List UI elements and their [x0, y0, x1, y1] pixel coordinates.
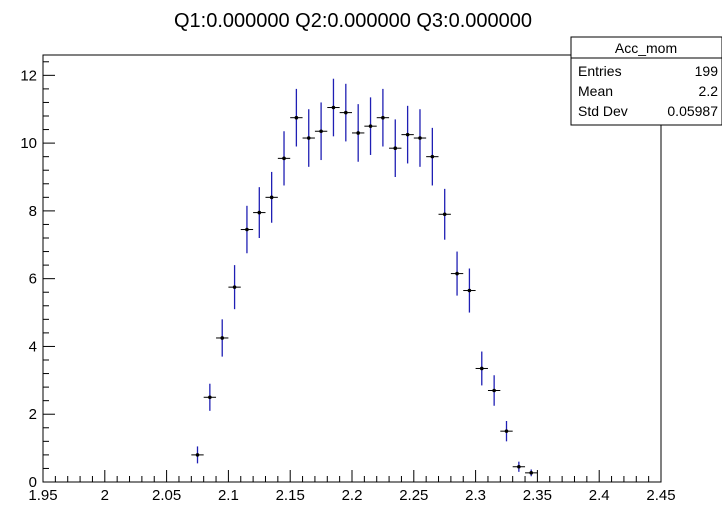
data-point	[302, 109, 315, 167]
point-marker	[344, 110, 348, 115]
data-point	[339, 83, 352, 142]
point-marker	[306, 136, 311, 140]
point-marker	[381, 115, 385, 120]
data-point	[389, 119, 402, 177]
data-point	[314, 102, 328, 161]
point-marker	[245, 227, 249, 232]
data-point	[364, 97, 377, 155]
point-marker	[430, 154, 435, 159]
point-marker	[467, 288, 472, 293]
data-point	[475, 351, 488, 386]
data-point	[277, 131, 291, 186]
point-marker	[442, 212, 447, 217]
data-point	[228, 265, 241, 310]
data-point	[438, 188, 451, 240]
point-marker	[208, 395, 212, 400]
data-point	[512, 461, 526, 472]
stats-box: Acc_mom Entries 199 Mean 2.2 Std Dev 0.0…	[570, 36, 722, 126]
x-tick-label: 2.15	[276, 487, 305, 504]
stats-label-std-dev: Std Dev	[578, 103, 628, 119]
x-tick-label: 2	[101, 487, 109, 504]
point-marker	[418, 136, 422, 140]
data-points	[191, 78, 538, 477]
point-marker	[517, 464, 521, 469]
stats-box-frame	[570, 36, 722, 126]
stats-value-mean: 2.2	[699, 83, 719, 99]
data-point	[240, 205, 254, 254]
y-tick-label: 10	[20, 135, 37, 152]
point-marker	[504, 429, 509, 433]
data-point	[216, 319, 229, 357]
data-point	[525, 469, 538, 477]
point-marker	[195, 453, 200, 457]
y-tick-label: 0	[29, 474, 37, 491]
data-point	[327, 78, 340, 137]
data-point	[203, 383, 217, 411]
point-marker	[232, 285, 237, 289]
point-marker	[220, 336, 225, 340]
x-tick-label: 2.3	[465, 487, 486, 504]
data-point	[487, 375, 501, 406]
point-marker	[405, 132, 410, 137]
data-point	[191, 446, 204, 464]
data-point	[376, 88, 390, 147]
data-point	[352, 104, 365, 162]
x-tick-label: 2.25	[399, 487, 428, 504]
data-point	[463, 268, 476, 313]
x-tick-label: 2.05	[152, 487, 181, 504]
data-point	[401, 105, 414, 164]
plot-frame	[42, 54, 662, 483]
point-marker	[331, 105, 336, 110]
x-tick-label: 1.95	[28, 487, 57, 504]
data-point	[450, 251, 464, 296]
stats-value-std-dev: 0.05987	[667, 103, 718, 119]
data-point	[253, 187, 266, 238]
data-point	[265, 171, 278, 223]
y-tick-label: 4	[29, 338, 37, 355]
x-tick-label: 2.45	[646, 487, 675, 504]
x-tick-label: 2.35	[523, 487, 552, 504]
y-tick-label: 6	[29, 271, 37, 288]
point-marker	[269, 195, 274, 200]
point-marker	[393, 146, 398, 150]
data-point	[426, 127, 439, 186]
x-tick-label: 2.4	[589, 487, 610, 504]
point-marker	[492, 388, 496, 393]
stats-label-entries: Entries	[578, 63, 622, 79]
point-marker	[356, 131, 360, 135]
data-point	[500, 421, 513, 442]
point-marker	[257, 210, 262, 215]
point-marker	[529, 471, 534, 475]
point-marker	[294, 115, 299, 120]
stats-box-title: Acc_mom	[615, 40, 677, 56]
y-tick-label: 8	[29, 203, 37, 220]
stats-value-entries: 199	[695, 63, 719, 79]
data-point	[413, 109, 427, 167]
axes: 1.95 2 2.05 2.1 2.15 2.2 2.25 2.3 2.35 2.4 2.45 0 2 4…	[20, 61, 676, 504]
point-marker	[319, 129, 323, 134]
point-marker	[455, 271, 459, 276]
x-tick-label: 2.1	[218, 487, 239, 504]
y-tick-label: 2	[29, 406, 37, 423]
data-point	[290, 88, 303, 147]
x-tick-label: 2.2	[342, 487, 363, 504]
stats-label-mean: Mean	[578, 83, 613, 99]
point-marker	[479, 366, 484, 371]
y-tick-label: 12	[20, 67, 37, 84]
chart-title: Q1:0.000000 Q2:0.000000 Q3:0.000000	[174, 10, 532, 32]
point-marker	[282, 156, 286, 161]
point-marker	[368, 124, 373, 128]
